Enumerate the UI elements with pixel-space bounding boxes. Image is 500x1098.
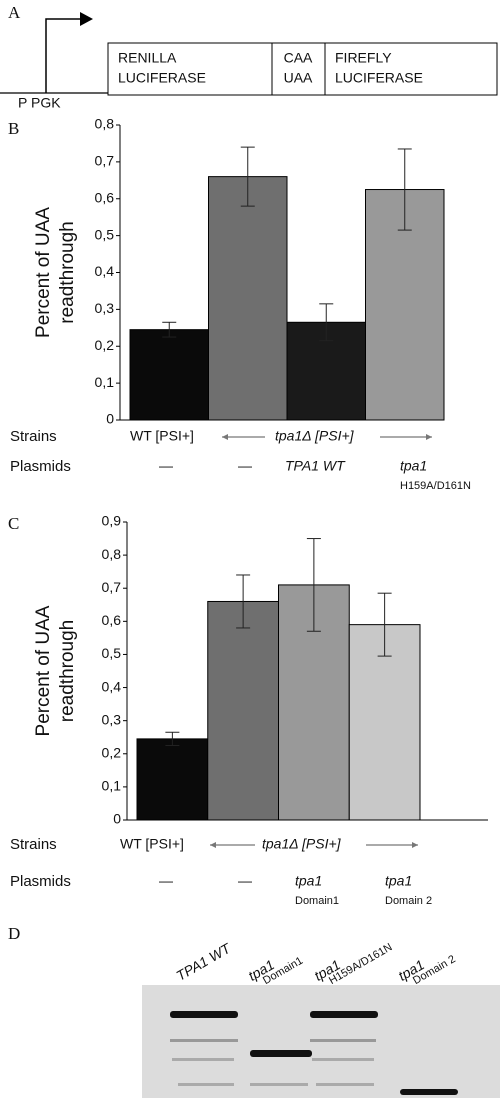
bar — [207, 600, 279, 821]
y-tick-label: 0,1 — [95, 374, 115, 390]
arrow-head — [210, 842, 216, 848]
plasmid-label: tpa1 — [295, 873, 322, 889]
y-axis-title: Percent of UAA readthrough — [33, 605, 78, 736]
plasmid-label: TPA1 WT — [285, 458, 346, 474]
promoter-arrow — [45, 18, 82, 93]
plasmid-label: H159A/D161N — [400, 480, 471, 492]
band — [316, 1083, 374, 1086]
band — [178, 1083, 234, 1086]
row-label: Strains — [10, 428, 57, 445]
y-tick-label: 0,1 — [102, 778, 122, 794]
band — [312, 1058, 374, 1061]
y-tick-label: 0,5 — [102, 645, 122, 661]
strain-label: tpa1Δ [PSI+] — [262, 836, 342, 852]
panel-label: B — [8, 119, 19, 138]
plasmid-label: tpa1 — [385, 873, 412, 889]
y-axis-title-line: Percent of UAA — [33, 207, 54, 338]
panel-label: D — [8, 924, 20, 943]
y-tick-label: 0,8 — [95, 116, 115, 132]
y-tick-label: 0,5 — [95, 226, 115, 242]
row-label: Plasmids — [10, 873, 71, 890]
band — [170, 1039, 238, 1042]
band — [250, 1050, 312, 1057]
box — [107, 42, 273, 96]
band — [250, 1083, 308, 1086]
strain-label: WT [PSI+] — [120, 836, 184, 852]
bar — [208, 176, 288, 421]
strain-label: tpa1Δ [PSI+] — [275, 428, 355, 444]
plasmid-label: Domain 2 — [385, 895, 432, 907]
y-tick-label: 0,4 — [102, 678, 122, 694]
y-tick-label: 0,3 — [95, 300, 115, 316]
y-tick-label: 0,4 — [95, 263, 115, 279]
y-axis-title-line: Percent of UAA — [33, 605, 54, 736]
arrow-head — [412, 842, 418, 848]
arrow-head — [80, 12, 93, 26]
plasmid-label: — — [159, 458, 173, 474]
box-label: LUCIFERASE — [335, 70, 423, 86]
box-label: LUCIFERASE — [118, 70, 206, 86]
box-label: UAA — [284, 70, 313, 86]
band — [400, 1089, 458, 1095]
band — [170, 1011, 238, 1018]
y-axis-title: Percent of UAA readthrough — [33, 207, 78, 338]
panel-label: C — [8, 514, 19, 533]
y-tick-label: 0 — [106, 411, 114, 427]
plasmid-label: — — [238, 458, 252, 474]
panel-label: A — [8, 3, 21, 22]
bar — [136, 738, 209, 821]
y-tick-label: 0,7 — [102, 579, 122, 595]
plasmid-label: — — [238, 873, 252, 889]
band — [310, 1011, 378, 1018]
y-tick-label: 0,9 — [102, 513, 122, 529]
plasmid-label: Domain1 — [295, 895, 339, 907]
y-tick-label: 0,2 — [95, 337, 115, 353]
band — [172, 1058, 234, 1061]
bar — [348, 624, 421, 821]
strain-label: WT [PSI+] — [130, 428, 194, 444]
y-axis-title-line: readthrough — [57, 620, 78, 722]
row-label: Plasmids — [10, 458, 71, 475]
plasmid-label: tpa1 — [400, 458, 427, 474]
construct-diagram — [0, 12, 498, 96]
y-tick-label: 0 — [113, 811, 121, 827]
lane-label: TPA1 WT — [173, 939, 234, 983]
box — [271, 42, 326, 96]
y-tick-label: 0,8 — [102, 546, 122, 562]
arrow-head — [426, 434, 432, 440]
box-label: FIREFLY — [335, 50, 392, 66]
y-tick-label: 0,7 — [95, 153, 115, 169]
y-tick-label: 0,6 — [102, 612, 122, 628]
promoter-label: P PGK — [18, 95, 61, 111]
box — [324, 42, 498, 96]
y-tick-label: 0,3 — [102, 711, 122, 727]
y-tick-label: 0,2 — [102, 744, 122, 760]
row-label: Strains — [10, 836, 57, 853]
box-label: RENILLA — [118, 50, 177, 66]
bar — [129, 329, 209, 421]
y-tick-label: 0,6 — [95, 189, 115, 205]
y-axis-title-line: readthrough — [57, 221, 78, 323]
plasmid-label: — — [159, 873, 173, 889]
arrow-head — [222, 434, 228, 440]
gel-bands — [170, 1011, 458, 1095]
band — [310, 1039, 376, 1042]
box-label: CAA — [284, 50, 313, 66]
